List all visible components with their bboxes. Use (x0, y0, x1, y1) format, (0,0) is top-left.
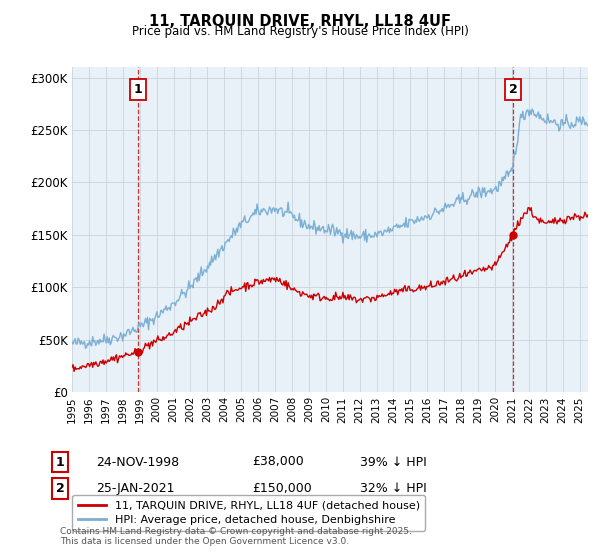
Text: Price paid vs. HM Land Registry's House Price Index (HPI): Price paid vs. HM Land Registry's House … (131, 25, 469, 38)
Text: £150,000: £150,000 (252, 482, 312, 495)
Text: 39% ↓ HPI: 39% ↓ HPI (360, 455, 427, 469)
Text: £38,000: £38,000 (252, 455, 304, 469)
Text: 11, TARQUIN DRIVE, RHYL, LL18 4UF: 11, TARQUIN DRIVE, RHYL, LL18 4UF (149, 14, 451, 29)
Text: Contains HM Land Registry data © Crown copyright and database right 2025.
This d: Contains HM Land Registry data © Crown c… (60, 526, 412, 546)
Legend: 11, TARQUIN DRIVE, RHYL, LL18 4UF (detached house), HPI: Average price, detached: 11, TARQUIN DRIVE, RHYL, LL18 4UF (detac… (73, 495, 425, 530)
Text: 32% ↓ HPI: 32% ↓ HPI (360, 482, 427, 495)
Text: 2: 2 (509, 83, 517, 96)
Text: 24-NOV-1998: 24-NOV-1998 (96, 455, 179, 469)
Text: 1: 1 (134, 83, 142, 96)
Text: 1: 1 (56, 455, 64, 469)
Text: 25-JAN-2021: 25-JAN-2021 (96, 482, 175, 495)
Text: 2: 2 (56, 482, 64, 495)
